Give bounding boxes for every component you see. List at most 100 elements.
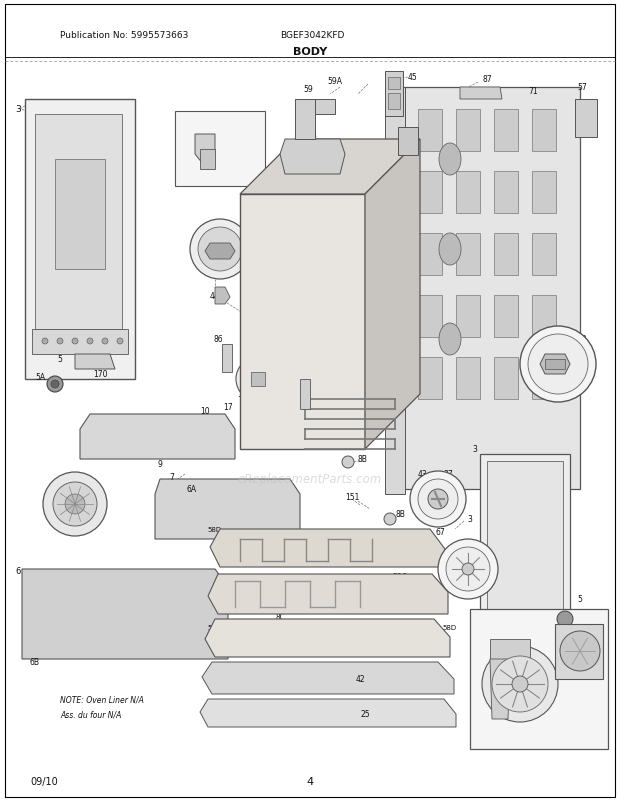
Bar [418, 172, 442, 214]
Circle shape [557, 611, 573, 627]
Text: 44: 44 [210, 292, 220, 301]
Text: 25: 25 [360, 710, 370, 719]
Bar [532, 233, 556, 276]
Bar [418, 358, 442, 399]
Bar [388, 94, 400, 110]
Circle shape [410, 472, 466, 528]
Text: 45: 45 [407, 74, 417, 83]
Text: 111: 111 [477, 721, 491, 730]
Text: 21: 21 [213, 117, 223, 127]
Bar [494, 172, 518, 214]
Circle shape [57, 338, 63, 345]
Circle shape [520, 326, 596, 403]
Text: 37: 37 [443, 470, 453, 479]
Text: 63: 63 [536, 354, 544, 361]
Text: 09/10: 09/10 [30, 776, 58, 786]
Text: 58D: 58D [208, 624, 222, 630]
Bar [456, 172, 480, 214]
Polygon shape [155, 480, 300, 539]
Polygon shape [55, 160, 105, 269]
Bar [388, 78, 400, 90]
Circle shape [53, 482, 97, 526]
Circle shape [342, 456, 354, 468]
Polygon shape [295, 100, 335, 115]
Text: 59A: 59A [327, 78, 342, 87]
Polygon shape [480, 455, 570, 634]
Bar [532, 110, 556, 152]
Text: 5: 5 [578, 595, 582, 604]
Text: BODY: BODY [293, 47, 327, 57]
Polygon shape [202, 662, 454, 695]
Polygon shape [295, 100, 315, 140]
Polygon shape [490, 659, 510, 719]
Text: VFGEF3042KFA: VFGEF3042KFA [536, 735, 594, 743]
Circle shape [384, 513, 396, 525]
Polygon shape [240, 195, 365, 449]
Bar [470, 610, 608, 749]
Circle shape [438, 539, 498, 599]
Text: 4: 4 [306, 776, 314, 786]
Circle shape [72, 338, 78, 345]
Bar [418, 233, 442, 276]
Polygon shape [250, 399, 266, 411]
Bar [456, 358, 480, 399]
Circle shape [198, 228, 242, 272]
Polygon shape [195, 135, 215, 164]
Circle shape [47, 376, 63, 392]
Text: 42: 42 [355, 674, 365, 683]
Bar [456, 296, 480, 338]
Text: 8A: 8A [375, 550, 385, 559]
Bar [532, 358, 556, 399]
Polygon shape [240, 140, 420, 195]
Circle shape [117, 338, 123, 345]
Polygon shape [490, 639, 530, 659]
Text: 88: 88 [375, 213, 385, 222]
Text: 170: 170 [578, 613, 592, 622]
Text: 6A: 6A [187, 485, 197, 494]
Text: 58B: 58B [303, 131, 317, 140]
Circle shape [244, 366, 272, 394]
Text: 18: 18 [315, 325, 325, 334]
Circle shape [482, 646, 558, 722]
Text: 7: 7 [169, 473, 174, 482]
Polygon shape [22, 569, 228, 659]
Text: BGEF3042KFD: BGEF3042KFD [280, 30, 344, 39]
Text: 58D: 58D [208, 526, 222, 533]
Polygon shape [487, 461, 563, 627]
Ellipse shape [439, 323, 461, 355]
Bar [385, 72, 403, 117]
Circle shape [446, 547, 490, 591]
Text: eReplacementParts.com: eReplacementParts.com [238, 473, 382, 486]
Bar [251, 373, 265, 387]
Ellipse shape [439, 233, 461, 265]
Circle shape [190, 220, 250, 280]
Text: 86: 86 [213, 335, 223, 344]
Circle shape [51, 380, 59, 388]
Text: Publication No: 5995573663: Publication No: 5995573663 [60, 30, 188, 39]
Polygon shape [210, 529, 445, 567]
Polygon shape [460, 88, 502, 100]
Circle shape [492, 656, 548, 712]
Bar [200, 150, 215, 170]
Text: 12: 12 [203, 233, 213, 242]
Bar [456, 233, 480, 276]
Bar [532, 296, 556, 338]
Polygon shape [365, 140, 420, 449]
Polygon shape [200, 699, 456, 727]
Text: 62: 62 [577, 335, 587, 344]
Polygon shape [205, 619, 450, 657]
Text: 5A: 5A [463, 543, 473, 552]
Text: 44: 44 [300, 195, 310, 205]
Text: 170: 170 [93, 370, 107, 379]
Circle shape [528, 334, 588, 395]
Text: Ass. du four N/A: Ass. du four N/A [60, 710, 122, 719]
Polygon shape [35, 115, 122, 330]
Polygon shape [280, 140, 345, 175]
Text: 86: 86 [291, 371, 299, 378]
Text: 58D: 58D [443, 624, 457, 630]
Text: 6: 6 [16, 567, 20, 576]
Text: 6B: 6B [30, 658, 40, 666]
Ellipse shape [439, 144, 461, 176]
Text: 87: 87 [482, 75, 492, 84]
Text: 66: 66 [293, 415, 303, 424]
